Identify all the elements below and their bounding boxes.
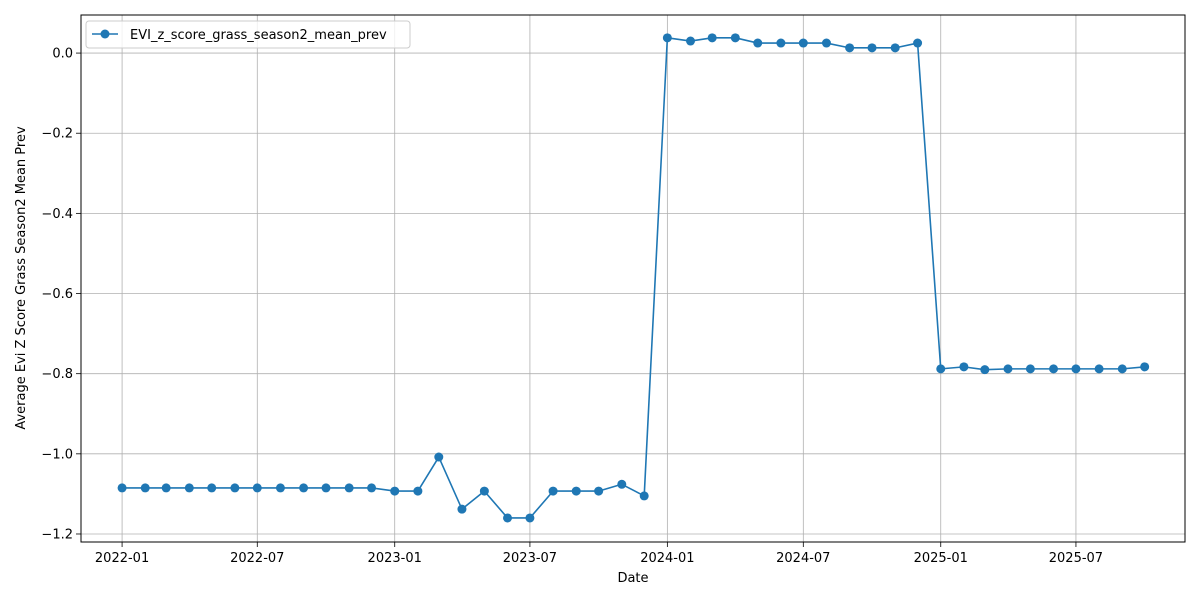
data-point bbox=[275, 483, 285, 493]
data-point bbox=[1049, 364, 1059, 374]
data-point bbox=[161, 483, 171, 493]
data-point bbox=[798, 38, 808, 48]
data-point bbox=[434, 452, 444, 462]
series-line bbox=[122, 37, 1145, 519]
data-point bbox=[776, 38, 786, 48]
data-point bbox=[390, 486, 400, 496]
data-point bbox=[184, 483, 194, 493]
data-point bbox=[413, 486, 423, 496]
x-axis-label: Date bbox=[617, 571, 648, 586]
grid bbox=[81, 15, 1185, 542]
data-point bbox=[913, 38, 923, 48]
data-point bbox=[959, 362, 969, 372]
data-point bbox=[707, 33, 717, 43]
data-point bbox=[548, 486, 558, 496]
x-tick-label: 2024-07 bbox=[776, 551, 830, 566]
legend-marker-swatch bbox=[100, 29, 110, 39]
data-point bbox=[367, 483, 377, 493]
data-point bbox=[1025, 364, 1035, 374]
y-tick-label: −1.2 bbox=[41, 527, 73, 542]
y-tick-label: −0.6 bbox=[41, 287, 73, 302]
data-point bbox=[1003, 364, 1013, 374]
data-point bbox=[321, 483, 331, 493]
data-point bbox=[617, 479, 627, 489]
data-point bbox=[503, 513, 513, 523]
data-point bbox=[252, 483, 262, 493]
data-point bbox=[662, 33, 672, 43]
y-tick-label: 0.0 bbox=[52, 47, 73, 62]
y-tick-label: −0.4 bbox=[41, 207, 73, 222]
data-point bbox=[686, 36, 696, 46]
y-tick-label: −1.0 bbox=[41, 447, 73, 462]
x-tick-label: 2025-01 bbox=[914, 551, 968, 566]
x-axis: 2022-01 2022-07 2023-01 2023-07 2024-01 2024-… bbox=[95, 542, 1103, 566]
data-point bbox=[525, 513, 535, 523]
y-tick-label: −0.8 bbox=[41, 367, 73, 382]
data-point bbox=[1071, 364, 1081, 374]
data-point bbox=[207, 483, 217, 493]
data-point bbox=[479, 486, 489, 496]
data-point bbox=[299, 483, 309, 493]
x-tick-label: 2023-07 bbox=[503, 551, 557, 566]
data-point bbox=[344, 483, 354, 493]
data-point bbox=[753, 38, 763, 48]
data-point bbox=[457, 504, 467, 514]
data-point bbox=[890, 43, 900, 53]
y-axis: 0.0 −0.2 −0.4 −0.6 −0.8 −1.0 −1.2 bbox=[41, 47, 81, 542]
data-point bbox=[730, 33, 740, 43]
data-point bbox=[936, 364, 946, 374]
legend: EVI_z_score_grass_season2_mean_prev bbox=[85, 20, 411, 49]
data-point bbox=[117, 483, 127, 493]
y-tick-label: −0.2 bbox=[41, 127, 73, 142]
x-tick-label: 2022-01 bbox=[95, 551, 149, 566]
data-point bbox=[140, 483, 150, 493]
data-point bbox=[571, 486, 581, 496]
data-point bbox=[639, 491, 649, 501]
plot-area-frame bbox=[80, 14, 1186, 543]
y-axis-label: Average Evi Z Score Grass Season2 Mean P… bbox=[14, 126, 29, 430]
legend-label: EVI_z_score_grass_season2_mean_prev bbox=[130, 28, 387, 43]
data-point bbox=[845, 43, 855, 53]
data-point bbox=[230, 483, 240, 493]
data-point bbox=[1117, 364, 1127, 374]
data-point bbox=[594, 486, 604, 496]
legend-box bbox=[85, 20, 411, 49]
data-point bbox=[1140, 362, 1150, 372]
data-point bbox=[867, 43, 877, 53]
x-tick-label: 2025-07 bbox=[1049, 551, 1103, 566]
data-point bbox=[1094, 364, 1104, 374]
series-layer bbox=[117, 33, 1150, 523]
x-tick-label: 2022-07 bbox=[230, 551, 284, 566]
data-point bbox=[821, 38, 831, 48]
x-tick-label: 2023-01 bbox=[368, 551, 422, 566]
x-tick-label: 2024-01 bbox=[640, 551, 694, 566]
data-point bbox=[980, 365, 990, 375]
